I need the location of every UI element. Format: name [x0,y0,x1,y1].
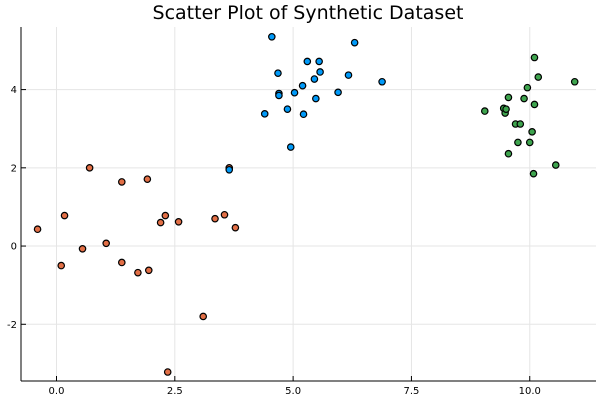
data-point-series-1 [211,214,219,223]
x-tick-label: 10.0 [519,386,541,397]
data-points [33,32,579,376]
y-tick-label: 2 [11,163,17,174]
data-point-series-2 [316,68,324,76]
x-tick-label: 0.0 [49,386,65,397]
y-axis-ticks: -2 0 2 4 [7,85,17,331]
data-point-series-3 [525,138,534,147]
data-point-series-1 [102,239,110,248]
data-point-series-1 [57,261,66,270]
data-point-series-3 [504,93,513,102]
data-point-series-1 [174,217,183,226]
chart-title: Scatter Plot of Synthetic Dataset [153,2,464,24]
data-point-series-3 [529,169,538,178]
data-point-series-3 [570,77,579,86]
data-point-series-1 [144,266,153,275]
data-point-series-1 [85,164,94,172]
data-point-series-2 [275,91,283,100]
data-point-series-2 [334,88,342,97]
data-point-series-2 [315,57,323,66]
y-tick-label: -2 [7,320,17,331]
data-point-series-2 [303,57,312,66]
data-point-series-1 [231,223,240,232]
data-point-series-1 [78,244,87,253]
data-point-series-1 [118,258,126,267]
data-point-series-1 [134,268,142,277]
grid [21,27,596,381]
data-point-series-2 [290,88,299,97]
x-tick-label: 7.5 [403,386,419,397]
data-point-series-3 [523,83,532,92]
data-point-series-2 [378,77,386,86]
data-point-series-2 [299,110,308,119]
x-tick-label: 5.0 [285,386,301,397]
data-point-series-2 [260,110,269,118]
data-point-series-3 [516,120,525,128]
data-point-series-3 [520,94,528,103]
axes [20,27,596,382]
data-point-series-1 [60,211,69,220]
data-point-series-3 [551,161,560,169]
data-point-series-1 [163,368,172,376]
data-point-series-2 [225,165,234,174]
data-point-series-1 [199,312,208,321]
x-axis-ticks: 0.0 2.5 5.0 7.5 10.0 [49,386,541,397]
data-point-series-3 [528,128,536,136]
data-point-series-2 [268,32,276,41]
data-point-series-1 [156,218,165,227]
data-point-series-1 [33,225,42,234]
y-tick-label: 0 [11,242,17,253]
data-point-series-2 [344,71,353,79]
data-point-series-3 [530,53,539,62]
data-point-series-2 [350,38,359,47]
data-point-series-2 [283,105,292,113]
data-point-series-1 [118,178,126,186]
data-point-series-3 [480,107,489,115]
data-point-series-2 [274,69,282,77]
x-tick-label: 2.5 [167,386,183,397]
data-point-series-1 [220,210,229,219]
data-point-series-3 [534,73,543,81]
data-point-series-3 [502,105,510,113]
data-point-series-1 [161,211,170,220]
data-point-series-3 [530,100,539,109]
data-point-series-2 [310,75,319,83]
y-tick-label: 4 [11,85,17,96]
data-point-series-3 [514,138,522,147]
data-point-series-2 [286,143,295,151]
data-point-series-1 [143,175,152,183]
data-point-series-3 [504,149,513,158]
data-point-series-2 [298,81,307,90]
data-point-series-2 [312,94,320,103]
